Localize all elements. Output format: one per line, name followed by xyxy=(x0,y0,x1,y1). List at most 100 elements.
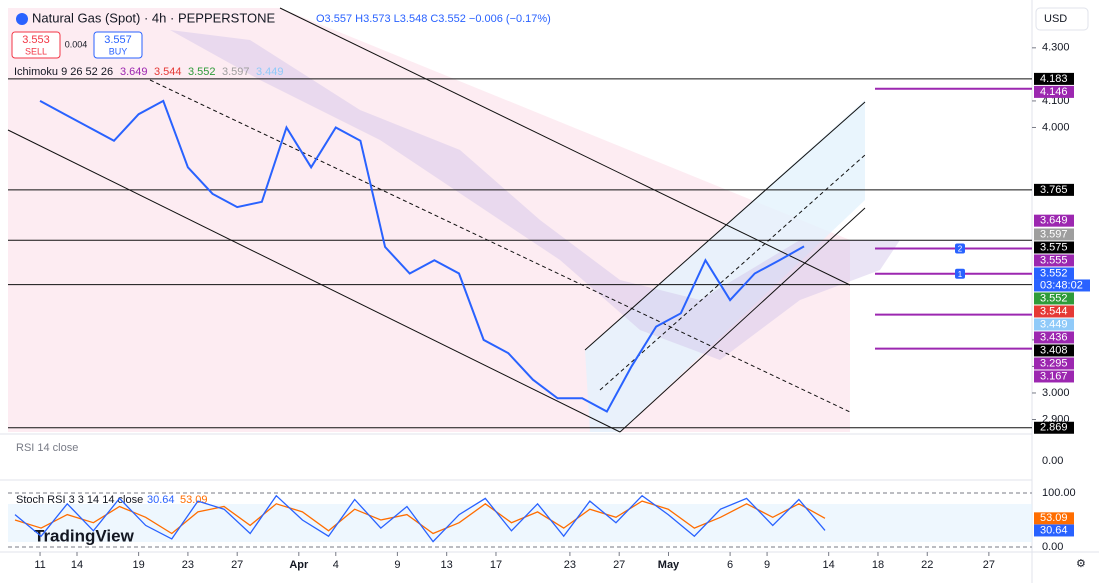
price-tag-label: 3.765 xyxy=(1040,184,1068,196)
price-tag-label: 3.597 xyxy=(1040,228,1068,240)
buy-price: 3.557 xyxy=(104,34,132,46)
ichimoku-value: 3.597 xyxy=(222,66,250,78)
ichimoku-cloud xyxy=(170,30,900,360)
ascending-channel xyxy=(585,100,865,432)
price-tag xyxy=(1034,318,1074,331)
x-tick-label: 11 xyxy=(34,559,45,571)
alert-badge xyxy=(955,243,965,254)
stoch-band xyxy=(8,504,1032,542)
ichimoku-value: 3.649 xyxy=(120,66,148,78)
countdown-bg xyxy=(1034,279,1090,292)
price-tag-label: 3.449 xyxy=(1040,318,1068,330)
stoch-k xyxy=(14,494,826,543)
indicator-label[interactable]: Ichimoku 9 26 52 26 xyxy=(14,66,113,78)
price-tag-label: 4.146 xyxy=(1040,86,1068,98)
alert-badge-label: 2 xyxy=(958,245,963,254)
stoch-label[interactable]: Stoch RSI 3 3 14 14 close xyxy=(16,494,143,506)
rsi-axis-label: 0.00 xyxy=(1042,455,1063,467)
x-tick-label: 9 xyxy=(394,559,400,571)
y-tick-label: 4.000 xyxy=(1042,121,1070,133)
settings-icon[interactable]: ⚙ xyxy=(1076,558,1086,570)
price-tag-label: 3.408 xyxy=(1040,344,1068,356)
price-tag xyxy=(1034,292,1074,305)
x-tick-label: 23 xyxy=(564,559,576,571)
price-tag-label: 3.436 xyxy=(1040,331,1068,343)
stoch-tag xyxy=(1034,524,1074,537)
x-tick-label: 18 xyxy=(872,559,884,571)
currency: USD xyxy=(1044,13,1067,25)
price-tag-label: 3.575 xyxy=(1040,241,1068,253)
x-tick-label: 4 xyxy=(333,559,339,571)
price-tag-label: 3.167 xyxy=(1040,370,1068,382)
x-tick-label: 27 xyxy=(231,559,243,571)
buy-button[interactable] xyxy=(93,31,143,59)
channel-line xyxy=(279,7,851,286)
symbol-title[interactable]: Natural Gas (Spot) · 4h · PEPPERSTONE xyxy=(32,10,276,25)
countdown: 03:48:02 xyxy=(1040,279,1083,291)
price-tag xyxy=(1034,85,1074,98)
price-tag xyxy=(1034,267,1074,280)
channel-line xyxy=(7,129,621,433)
price-tag xyxy=(1034,357,1074,370)
stoch-tag-label: 53.09 xyxy=(1040,512,1068,524)
sell-price: 3.553 xyxy=(22,34,50,46)
price-tag-label: 3.649 xyxy=(1040,215,1068,227)
price-tag xyxy=(1034,183,1074,196)
x-tick-label: 27 xyxy=(983,559,995,571)
alert-badge-label: 1 xyxy=(958,270,963,279)
price-tag-label: 3.552 xyxy=(1040,292,1068,304)
x-tick-label: 17 xyxy=(490,559,502,571)
price-tag xyxy=(1034,305,1074,318)
x-tick-label: 14 xyxy=(823,559,835,571)
channel-midline xyxy=(149,79,851,413)
x-tick-label: May xyxy=(658,559,680,571)
brand: TradingView xyxy=(34,526,135,545)
stoch-tag-label: 30.64 xyxy=(1040,524,1068,536)
x-tick-label: 27 xyxy=(613,559,625,571)
channel-midline xyxy=(599,154,866,391)
stoch-tag xyxy=(1034,512,1074,525)
y-tick-label: 3.000 xyxy=(1042,387,1070,399)
price-tag xyxy=(1034,254,1074,267)
channel-line xyxy=(619,207,866,433)
price-line xyxy=(39,99,805,413)
price-tag xyxy=(1034,228,1074,241)
ichimoku-value: 3.449 xyxy=(256,66,284,78)
channel-line xyxy=(584,101,866,351)
price-tag-label: 3.555 xyxy=(1040,254,1068,266)
y-tick-label: 4.300 xyxy=(1042,42,1070,54)
ichimoku-value: 3.544 xyxy=(154,66,182,78)
price-tag xyxy=(1034,344,1074,357)
price-tag xyxy=(1034,214,1074,227)
alert-badge xyxy=(955,268,965,279)
price-tag-label: 4.183 xyxy=(1040,73,1068,85)
rsi-label[interactable]: RSI 14 close xyxy=(16,442,78,454)
x-tick-label: 23 xyxy=(182,559,194,571)
x-tick-label: 22 xyxy=(921,559,933,571)
price-tag xyxy=(1034,241,1074,254)
sell-button[interactable] xyxy=(11,31,61,59)
price-tag xyxy=(1034,331,1074,344)
buy-label: BUY xyxy=(109,46,128,56)
ichimoku-value: 3.552 xyxy=(188,66,216,78)
x-tick-label: 14 xyxy=(71,559,83,571)
x-tick-label: 13 xyxy=(441,559,453,571)
symbol-icon xyxy=(16,13,28,25)
x-tick-label: 19 xyxy=(132,559,144,571)
price-tag xyxy=(1034,370,1074,383)
x-tick-label: Apr xyxy=(289,559,309,571)
stoch-k-value: 30.64 xyxy=(147,494,175,506)
sell-label: SELL xyxy=(25,46,47,56)
price-tag-label: 3.295 xyxy=(1040,357,1068,369)
price-tag xyxy=(1034,421,1074,434)
stoch-tick-label: 100.00 xyxy=(1042,487,1076,499)
price-tag-label: 2.869 xyxy=(1040,422,1068,434)
price-tag-label: 3.552 xyxy=(1040,267,1068,279)
stoch-tick-label: 0.00 xyxy=(1042,541,1063,553)
spread: 0.004 xyxy=(65,39,88,49)
stoch-d-value: 53.09 xyxy=(180,494,208,506)
ohlc: O3.557 H3.573 L3.548 C3.552 −0.006 (−0.1… xyxy=(316,13,551,25)
currency-select[interactable] xyxy=(1035,7,1089,31)
x-tick-label: 9 xyxy=(764,559,770,571)
